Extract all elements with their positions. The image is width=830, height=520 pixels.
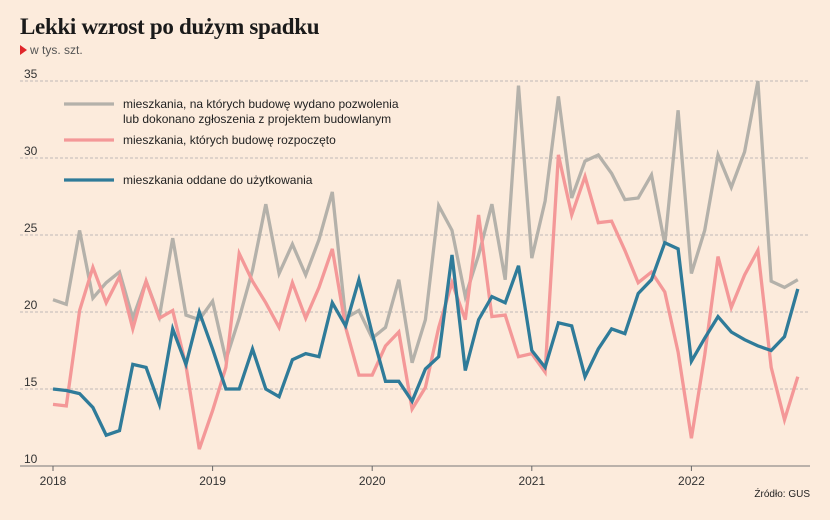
permits-line bbox=[52, 80, 799, 366]
y-tick-label: 20 bbox=[24, 298, 38, 312]
legend-label: mieszkania, na których budowę wydano poz… bbox=[123, 97, 399, 111]
y-tick-label: 25 bbox=[24, 221, 38, 235]
chart-title: Lekki wzrost po dużym spadku bbox=[20, 14, 320, 39]
series-lines bbox=[52, 80, 800, 450]
y-tick-label: 30 bbox=[24, 144, 38, 158]
y-axis-ticks: 10 15 20 25 30 35 bbox=[24, 67, 38, 466]
source-note: Źródło: GUS bbox=[754, 489, 810, 500]
completed-line bbox=[52, 240, 800, 438]
x-tick-label: 2020 bbox=[359, 474, 386, 488]
legend-label: lub dokonano zgłoszenia z projektem budo… bbox=[123, 112, 391, 126]
unit-label: w tys. szt. bbox=[30, 43, 83, 57]
x-tick-label: 2021 bbox=[518, 474, 545, 488]
x-tick-label: 2019 bbox=[199, 474, 226, 488]
y-tick-label: 35 bbox=[24, 67, 38, 81]
x-tick-label: 2018 bbox=[40, 474, 67, 488]
started-line bbox=[52, 154, 800, 450]
y-tick-label: 10 bbox=[24, 452, 38, 466]
legend-label: mieszkania oddane do użytkowania bbox=[123, 173, 313, 187]
x-axis-ticks: 2018 2019 2020 2021 2022 bbox=[40, 466, 705, 488]
legend: mieszkania, na których budowę wydano poz… bbox=[64, 97, 399, 187]
x-tick-label: 2022 bbox=[678, 474, 705, 488]
chart-subtitle: w tys. szt. bbox=[20, 43, 83, 57]
y-tick-label: 15 bbox=[24, 375, 38, 389]
legend-label: mieszkania, których budowę rozpoczęto bbox=[123, 133, 336, 147]
grid-lines bbox=[20, 80, 810, 467]
triangle-marker-icon bbox=[20, 45, 27, 55]
